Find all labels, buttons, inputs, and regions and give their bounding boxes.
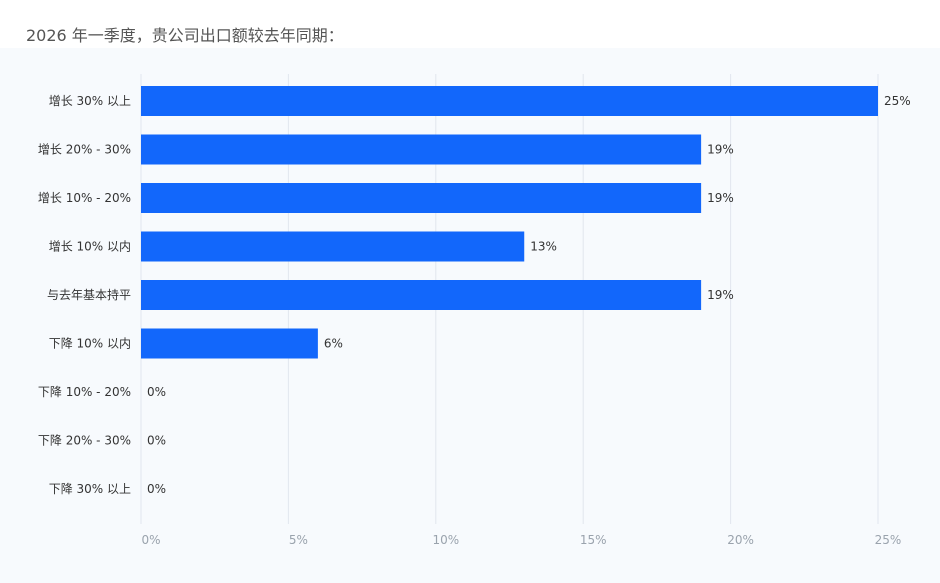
category-label: 与去年基本持平	[47, 287, 131, 302]
value-label: 0%	[147, 482, 166, 496]
value-label: 6%	[324, 337, 343, 351]
category-label: 下降 20% - 30%	[38, 434, 131, 448]
x-tick-label: 10%	[432, 533, 459, 547]
bar	[141, 86, 878, 116]
page-title: 2026 年一季度，贵公司出口额较去年同期：	[26, 26, 344, 45]
value-label: 19%	[707, 191, 734, 205]
bar	[141, 183, 702, 213]
value-label: 0%	[147, 434, 166, 448]
value-label: 25%	[884, 94, 911, 108]
category-label: 增长 20% - 30%	[38, 143, 131, 157]
value-label: 19%	[707, 143, 734, 157]
category-label: 增长 10% - 20%	[38, 191, 131, 205]
x-tick-label: 0%	[141, 533, 160, 547]
bar	[141, 280, 702, 310]
value-label: 13%	[530, 240, 557, 254]
chart-panel: 0% 5% 10% 15% 20% 25% 增长 30% 以上 25% 增长 20% - 30%…	[0, 48, 940, 583]
value-label: 0%	[147, 385, 166, 399]
x-tick-label: 25%	[875, 533, 902, 547]
bar-chart: 0% 5% 10% 15% 20% 25% 增长 30% 以上 25% 增长 20% - 30%…	[38, 74, 911, 547]
category-label: 下降 30% 以上	[49, 482, 131, 496]
category-label: 增长 30% 以上	[49, 94, 131, 108]
value-label: 19%	[707, 288, 734, 302]
category-label: 下降 10% - 20%	[38, 385, 131, 399]
bar	[141, 134, 702, 165]
x-tick-label: 5%	[289, 533, 308, 547]
labels: 0% 5% 10% 15% 20% 25% 增长 30% 以上 25% 增长 20% - 30%…	[38, 94, 911, 547]
bars	[141, 86, 878, 359]
bar	[141, 328, 318, 359]
x-tick-label: 20%	[727, 533, 754, 547]
bar	[141, 231, 525, 262]
category-label: 下降 10% 以内	[49, 337, 131, 351]
x-tick-label: 15%	[580, 533, 607, 547]
category-label: 增长 10% 以内	[49, 240, 131, 254]
